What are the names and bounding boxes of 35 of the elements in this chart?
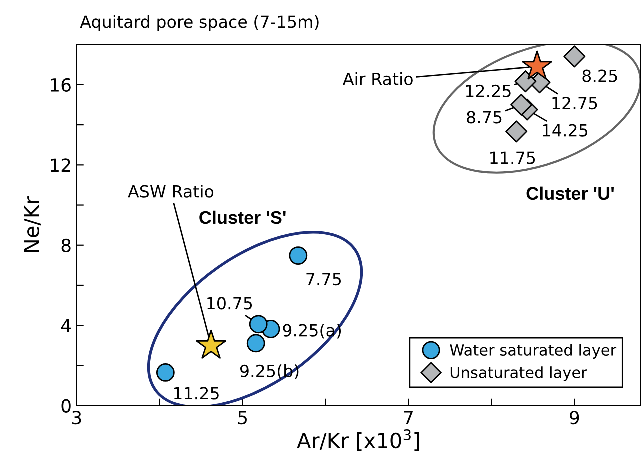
- annotation: 10.75: [208, 297, 252, 310]
- annotation: 8.25: [582, 70, 618, 82]
- point: [246, 334, 266, 353]
- point: [514, 70, 537, 93]
- annotation: 12.25: [466, 84, 511, 98]
- annotation: ASW Ratio: [128, 185, 214, 198]
- y-tick-label: 16: [51, 78, 71, 92]
- x-axis-title: Ar/Kr [x10$^{3}$]: [297, 430, 420, 452]
- point: [249, 315, 268, 334]
- annotation: Cluster 'U': [526, 186, 614, 200]
- x-tick-label: 9: [570, 411, 580, 425]
- annotation: Cluster 'S': [200, 210, 286, 224]
- annotation: 12.75: [552, 96, 598, 110]
- legend-label: Water saturated layer: [450, 344, 617, 359]
- point: [510, 94, 533, 116]
- y-tick-label: 12: [51, 158, 70, 172]
- point: [289, 246, 308, 266]
- annotation: 7.75: [306, 273, 342, 286]
- y-tick-label: 4: [61, 319, 72, 332]
- x-tick-label: 5: [238, 411, 247, 425]
- y-axis-title: Ne/Kr: [24, 196, 42, 252]
- annotation: 8.75: [467, 111, 502, 124]
- point: [156, 364, 175, 382]
- y-tick-label: 8: [62, 238, 71, 252]
- x-tick-label: 3: [72, 411, 82, 425]
- annotation: 11.25: [174, 387, 219, 400]
- annotation: 14.25: [543, 124, 588, 137]
- y-tick-label: 0: [62, 399, 71, 413]
- x-tick-label: 7: [404, 411, 413, 424]
- point: [506, 120, 528, 143]
- point: [564, 46, 586, 68]
- legend-label: Unsaturated layer: [450, 366, 588, 382]
- chart-title: Aquitard pore space (7-15m): [80, 15, 319, 32]
- annotation: Air Ratio: [342, 72, 413, 86]
- annotation: 11.75: [490, 152, 536, 164]
